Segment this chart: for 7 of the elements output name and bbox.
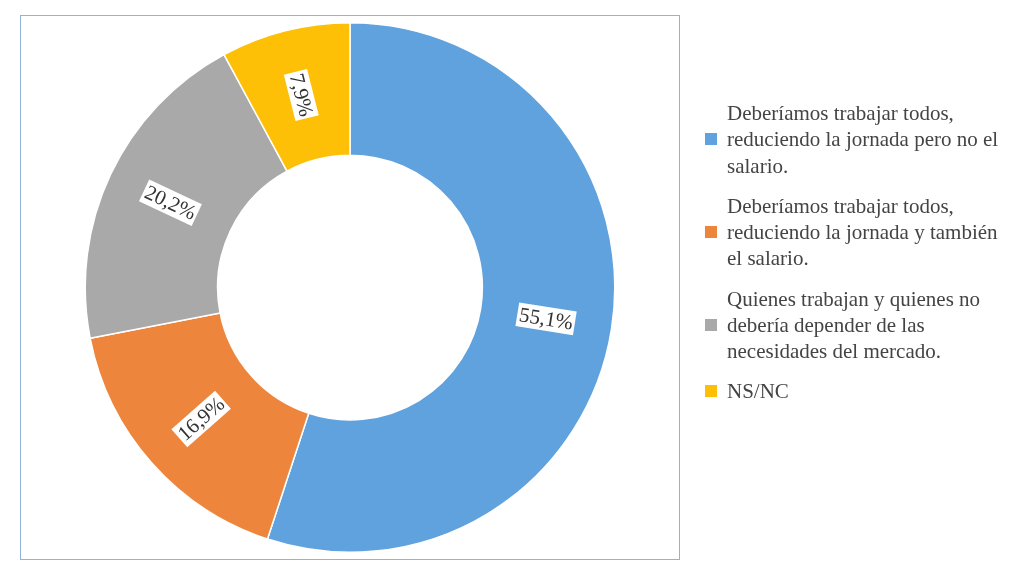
legend-label: Deberíamos trabajar todos, reduciendo la jornada y también el salario. (727, 192, 999, 272)
legend-label: Quienes trabajan y quienes no debería depender de las necesidades del mercado. (727, 285, 982, 365)
data-label: 7,9% (284, 70, 319, 120)
legend-label: NS/NC (727, 378, 789, 405)
legend-label: Deberíamos trabajar todos, reduciendo la jornada pero no el salario. (727, 100, 1000, 179)
data-label: 55,1% (517, 302, 575, 335)
data-label: 20,2% (141, 179, 201, 225)
